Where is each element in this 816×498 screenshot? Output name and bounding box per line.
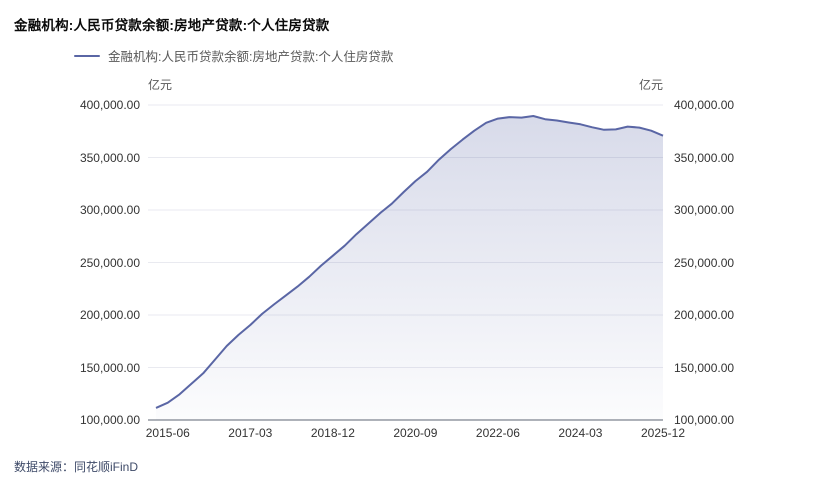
y-axis-tick-label-right: 250,000.00 [674, 255, 735, 270]
y-axis-unit-left: 亿元 [148, 78, 173, 92]
y-axis-tick-label-right: 350,000.00 [674, 150, 735, 165]
x-axis-tick-label: 2015-06 [145, 426, 190, 440]
data-source-note: 数据来源：同花顺iFinD [14, 460, 139, 474]
x-axis-tick-label: 2020-09 [393, 426, 438, 440]
y-axis-tick-label-left: 100,000.00 [79, 413, 140, 427]
y-axis-tick-label-left: 150,000.00 [79, 360, 140, 375]
y-axis-tick-label-left: 250,000.00 [79, 255, 140, 270]
y-axis-tick-label-left: 400,000.00 [79, 98, 140, 112]
x-axis-tick-label: 2025-12 [640, 426, 686, 440]
y-axis-unit-right: 亿元 [638, 78, 663, 92]
series-area-fill [156, 116, 663, 420]
legend-item[interactable]: 金融机构:人民币贷款余额:房地产贷款:个人住房贷款 [74, 46, 393, 65]
legend-label: 金融机构:人民币贷款余额:房地产贷款:个人住房贷款 [108, 50, 394, 64]
page-title: 金融机构:人民币贷款余额:房地产贷款:个人住房贷款 [14, 18, 330, 33]
y-axis-tick-label-right: 100,000.00 [674, 413, 735, 427]
y-axis-tick-label-right: 150,000.00 [674, 360, 735, 375]
y-axis-tick-label-left: 350,000.00 [79, 150, 140, 165]
x-axis-tick-label: 2017-03 [228, 426, 273, 440]
y-axis-tick-label-left: 200,000.00 [79, 308, 140, 322]
x-axis-tick-label: 2024-03 [558, 426, 603, 440]
legend-line-icon [74, 54, 100, 57]
y-axis-tick-label-right: 300,000.00 [674, 203, 735, 217]
y-axis-tick-label-right: 200,000.00 [674, 308, 735, 322]
y-axis-tick-label-left: 300,000.00 [79, 203, 140, 217]
series-line [155, 115, 664, 409]
y-axis-tick-label-right: 400,000.00 [674, 98, 735, 112]
x-axis-tick-label: 2022-06 [475, 426, 520, 440]
x-axis-tick-label: 2018-12 [310, 426, 355, 440]
